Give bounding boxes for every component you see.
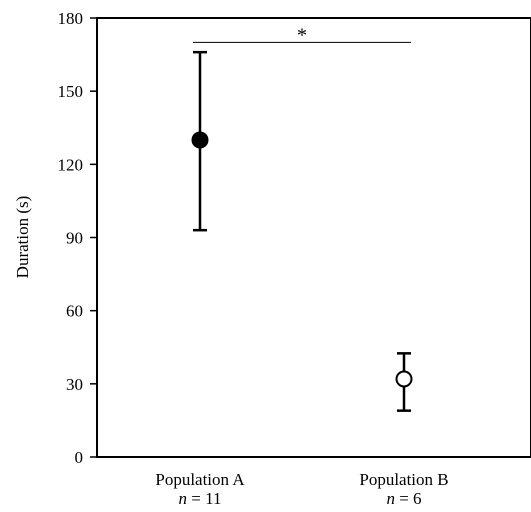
category-n-label: n = 6 (386, 489, 421, 508)
y-tick-label: 0 (75, 448, 84, 467)
y-tick-label: 150 (58, 82, 84, 101)
category-n-label: n = 11 (179, 489, 222, 508)
significance-label: * (297, 24, 307, 46)
n-value: = 6 (395, 489, 422, 508)
y-axis: 0 30 60 90 120 150 180 (58, 9, 97, 467)
y-tick-label: 90 (66, 229, 83, 248)
n-symbol: n (386, 489, 395, 508)
category-label: Population A (155, 470, 245, 489)
data-marks (191, 50, 413, 412)
category-label: Population B (359, 470, 448, 489)
y-tick-label: 30 (66, 375, 83, 394)
y-axis-title: Duration (s) (13, 196, 32, 279)
data-point (191, 131, 209, 149)
y-tick-label: 180 (58, 9, 84, 28)
plot-frame (96, 17, 531, 458)
data-point (395, 370, 413, 388)
n-value: = 11 (187, 489, 221, 508)
y-tick-label: 120 (58, 155, 84, 174)
y-tick-label: 60 (66, 302, 83, 321)
n-symbol: n (179, 489, 188, 508)
